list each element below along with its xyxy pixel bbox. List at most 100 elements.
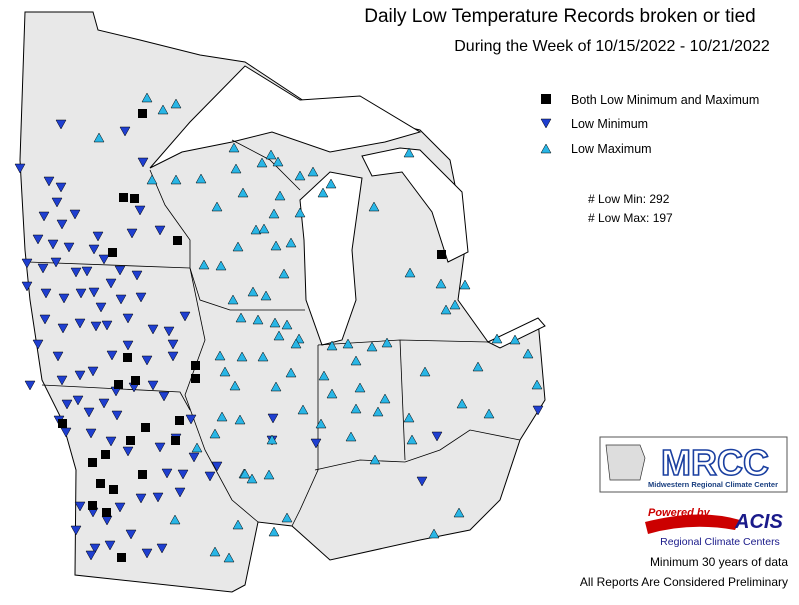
low-minimum-marker: [21, 258, 33, 269]
low-maximum-marker: [315, 418, 327, 429]
low-minimum-marker: [416, 476, 428, 487]
both-marker: [191, 374, 200, 383]
low-minimum-marker: [51, 197, 63, 208]
low-maximum-marker: [369, 454, 381, 465]
low-maximum-marker: [268, 526, 280, 537]
low-minimum-marker: [431, 431, 443, 442]
low-maximum-marker: [209, 428, 221, 439]
both-marker: [138, 109, 147, 118]
low-minimum-marker: [87, 366, 99, 377]
low-maximum-marker: [325, 178, 337, 189]
low-maximum-marker: [317, 187, 329, 198]
lake-michigan: [299, 171, 363, 346]
border: [41, 384, 191, 411]
logo-caption: Midwestern Regional Climate Center: [648, 480, 778, 489]
low-maximum-marker: [428, 528, 440, 539]
low-minimum-marker: [267, 413, 279, 424]
low-maximum-marker: [219, 366, 231, 377]
low-maximum-marker: [294, 207, 306, 218]
low-maximum-marker: [379, 393, 391, 404]
low-maximum-marker: [246, 473, 258, 484]
low-maximum-marker: [214, 350, 226, 361]
low-maximum-marker: [235, 312, 247, 323]
low-maximum-marker: [294, 170, 306, 181]
low-maximum-marker: [227, 294, 239, 305]
low-minimum-marker: [70, 525, 82, 536]
acis-swoosh: [645, 514, 740, 534]
low-minimum-marker: [75, 288, 87, 299]
low-minimum-marker: [122, 446, 134, 457]
lake-superior: [149, 65, 422, 169]
low-minimum-marker: [135, 493, 147, 504]
low-maximum-marker: [215, 260, 227, 271]
acis-logo: Powered by ACIS Regional Climate Centers: [645, 507, 783, 548]
low-maximum-marker: [459, 279, 471, 290]
low-maximum-marker: [247, 286, 259, 297]
low-minimum-marker: [137, 157, 149, 168]
both-marker: [191, 361, 200, 370]
low-maximum-marker: [169, 514, 181, 525]
low-minimum-marker: [167, 351, 179, 362]
count-label: # Low Min: 292: [588, 192, 670, 206]
low-minimum-marker: [167, 339, 179, 350]
low-maximum-marker: [258, 223, 270, 234]
low-maximum-marker: [270, 240, 282, 251]
both-marker: [175, 416, 184, 425]
both-marker: [130, 194, 139, 203]
legend-label: Low Maximum: [571, 142, 652, 156]
low-minimum-marker: [204, 471, 216, 482]
low-minimum-marker: [161, 468, 173, 479]
low-minimum-marker: [55, 119, 67, 130]
low-maximum-marker: [435, 278, 447, 289]
low-maximum-marker: [483, 408, 495, 419]
low-minimum-marker: [126, 228, 138, 239]
low-minimum-marker: [43, 176, 55, 187]
title: Daily Low Temperature Records broken or …: [364, 6, 755, 27]
low-maximum-marker: [326, 388, 338, 399]
low-minimum-marker: [92, 231, 104, 242]
low-minimum-marker: [55, 182, 67, 193]
low-maximum-marker: [281, 512, 293, 523]
low-minimum-marker: [38, 211, 50, 222]
low-minimum-marker: [69, 209, 81, 220]
low-minimum-marker: [70, 267, 82, 278]
both-marker: [173, 236, 182, 245]
border: [184, 267, 259, 523]
low-minimum-marker: [50, 257, 62, 268]
low-maximum-marker: [372, 406, 384, 417]
low-minimum-marker: [154, 225, 166, 236]
low-maximum-marker: [274, 190, 286, 201]
low-minimum-marker: [147, 380, 159, 391]
low-minimum-marker: [83, 407, 95, 418]
low-maximum-marker: [531, 379, 543, 390]
both-marker: [138, 470, 147, 479]
low-maximum-marker: [216, 411, 228, 422]
low-minimum-marker: [98, 398, 110, 409]
low-maximum-marker: [232, 241, 244, 252]
low-minimum-marker: [119, 126, 131, 137]
low-maximum-marker: [368, 201, 380, 212]
low-maximum-marker: [269, 317, 281, 328]
low-minimum-marker: [85, 428, 97, 439]
legend-square: [541, 94, 551, 104]
low-minimum-marker: [131, 270, 143, 281]
low-minimum-marker: [40, 288, 52, 299]
low-maximum-marker: [354, 382, 366, 393]
low-minimum-marker: [163, 326, 175, 337]
low-minimum-marker: [134, 205, 146, 216]
low-maximum-marker: [403, 412, 415, 423]
both-marker: [437, 250, 446, 259]
low-minimum-marker: [122, 313, 134, 324]
low-maximum-marker: [381, 337, 393, 348]
legend-label: Both Low Minimum and Maximum: [571, 93, 759, 107]
markers: [14, 92, 544, 563]
lake-huron: [361, 147, 469, 263]
low-minimum-marker: [52, 351, 64, 362]
low-minimum-marker: [95, 302, 107, 313]
low-maximum-marker: [230, 163, 242, 174]
low-minimum-marker: [101, 320, 113, 331]
low-minimum-marker: [114, 265, 126, 276]
low-minimum-marker: [57, 323, 69, 334]
logo-map: [605, 444, 646, 481]
